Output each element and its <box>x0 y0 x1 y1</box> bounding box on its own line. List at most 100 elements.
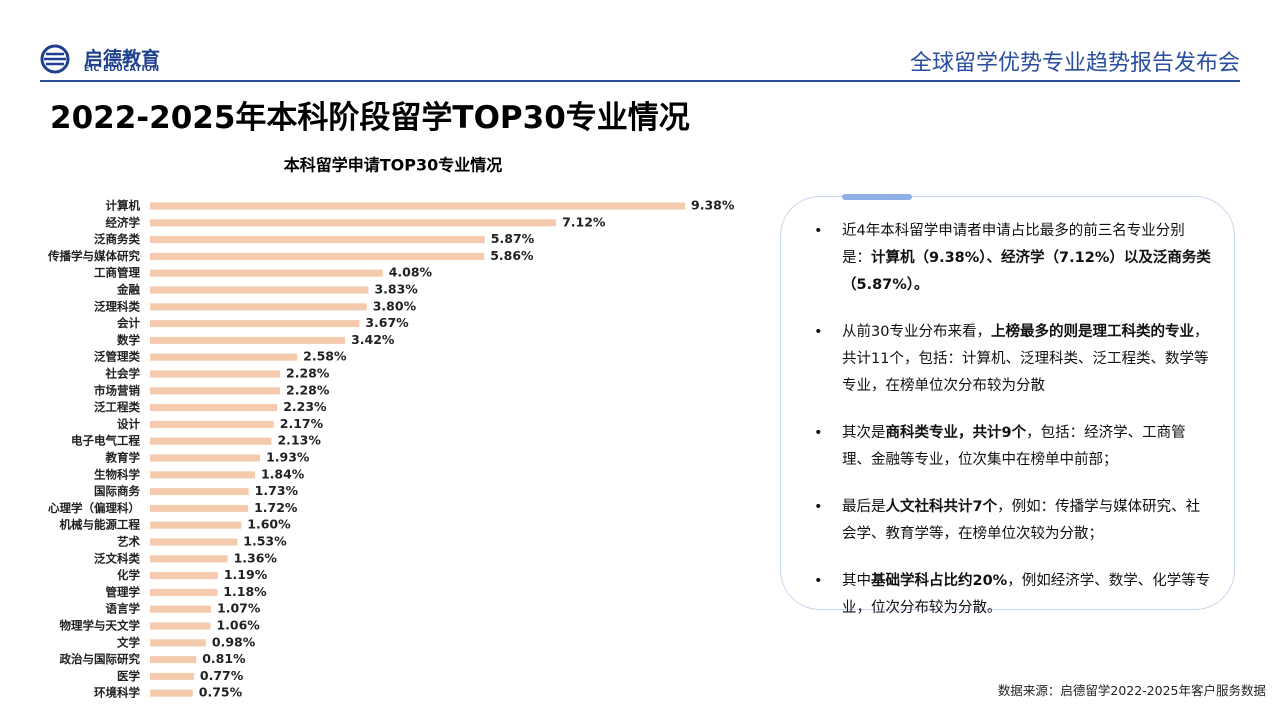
category-label: 传播学与媒体研究 <box>47 249 140 263</box>
value-label: 0.81% <box>202 651 246 666</box>
bar <box>150 454 261 462</box>
value-label: 2.58% <box>303 349 347 364</box>
bar <box>150 672 194 680</box>
category-label: 教育学 <box>105 451 141 465</box>
value-label: 2.13% <box>277 433 321 448</box>
bold-text: 人文社科共计7个 <box>885 499 998 515</box>
category-label: 泛商务类 <box>94 232 140 246</box>
category-label: 政治与国际研究 <box>60 652 141 666</box>
logo-subtext: EIC EDUCATION <box>84 64 160 73</box>
bar <box>150 504 249 512</box>
logo-icon <box>40 44 70 74</box>
value-label: 1.84% <box>261 466 305 481</box>
value-label: 2.28% <box>286 366 330 381</box>
bold-text: 商科类专业，共计9个 <box>885 425 1027 441</box>
bar <box>150 387 281 395</box>
category-label: 设计 <box>117 417 140 431</box>
bar <box>150 252 485 260</box>
value-label: 7.12% <box>562 214 606 229</box>
bar <box>150 336 346 344</box>
category-label: 工商管理 <box>94 266 140 280</box>
bullet: 从前30专业分布来看，上榜最多的则是理工科类的专业，共计11个，包括：计算机、泛… <box>812 319 1212 400</box>
bar <box>150 588 218 596</box>
category-label: 化学 <box>117 568 140 582</box>
value-label: 1.72% <box>254 500 298 515</box>
bar <box>150 656 197 664</box>
value-label: 2.17% <box>280 416 324 431</box>
category-label: 电子电气工程 <box>71 434 140 448</box>
text: ，例如：传播学与媒体研究、社会学、教育学等，在榜单位次较为分散； <box>842 499 1201 542</box>
value-label: 2.23% <box>283 399 327 414</box>
bar <box>150 202 685 210</box>
category-label: 文学 <box>117 635 140 649</box>
header-rule <box>40 80 1240 82</box>
value-label: 3.67% <box>365 315 409 330</box>
value-label: 1.06% <box>216 618 260 633</box>
category-label: 生物科学 <box>94 467 140 481</box>
value-label: 1.07% <box>217 601 261 616</box>
bullet: 其次是商科类专业，共计9个，包括：经济学、工商管理、金融等专业，位次集中在榜单中… <box>812 420 1212 474</box>
category-label: 经济学 <box>106 215 141 229</box>
value-label: 1.60% <box>247 517 291 532</box>
slide-title: 2022-2025年本科阶段留学TOP30专业情况 <box>50 100 690 136</box>
bar <box>150 555 228 563</box>
text: 其中 <box>842 573 871 589</box>
value-label: 4.08% <box>389 265 433 280</box>
value-label: 1.36% <box>234 550 278 565</box>
category-label: 数学 <box>117 333 140 347</box>
category-label: 医学 <box>117 669 140 683</box>
bar <box>150 236 485 244</box>
category-label: 心理学（偏理科） <box>48 501 140 515</box>
value-label: 1.53% <box>243 534 287 549</box>
category-label: 市场营销 <box>94 383 140 397</box>
category-label: 国际商务 <box>94 484 140 498</box>
bar <box>150 689 193 697</box>
category-label: 金融 <box>116 283 140 297</box>
category-label: 物理学与天文学 <box>60 619 141 633</box>
value-label: 5.86% <box>490 248 534 263</box>
value-label: 5.87% <box>491 231 535 246</box>
bar <box>150 420 274 428</box>
category-label: 环境科学 <box>94 686 140 700</box>
value-label: 1.19% <box>224 567 268 582</box>
bullet: 最后是人文社科共计7个，例如：传播学与媒体研究、社会学、教育学等，在榜单位次较为… <box>812 494 1212 548</box>
text: ，例如经济学、数学、化学等专业，位次分布较为分散。 <box>842 573 1211 616</box>
value-label: 1.18% <box>223 584 267 599</box>
panel-tab <box>842 194 912 200</box>
value-label: 3.83% <box>374 282 418 297</box>
category-label: 机械与能源工程 <box>60 518 141 532</box>
text: 从前30专业分布来看， <box>842 324 991 340</box>
category-label: 泛管理类 <box>94 350 140 364</box>
value-label: 1.93% <box>266 450 310 465</box>
source-note: 数据来源：启德留学2022-2025年客户服务数据 <box>997 683 1266 698</box>
category-label: 泛理科类 <box>94 299 140 313</box>
bar <box>150 622 211 630</box>
bar <box>150 605 212 613</box>
chart-title: 本科留学申请TOP30专业情况 <box>284 156 503 175</box>
value-label: 2.28% <box>286 382 330 397</box>
bar <box>150 488 249 496</box>
bar <box>150 286 369 294</box>
header-title: 全球留学优势专业趋势报告发布会 <box>909 51 1240 76</box>
category-label: 社会学 <box>105 367 141 381</box>
bar <box>150 538 238 546</box>
category-label: 管理学 <box>106 585 141 599</box>
bar <box>150 639 206 647</box>
bold-text: 基础学科占比约20% <box>871 573 1008 589</box>
bar <box>150 437 272 445</box>
value-label: 9.38% <box>691 198 735 213</box>
bar <box>150 269 383 277</box>
bold-text: 计算机（9.38%）、经济学（7.12%）以及泛商务类（5.87%）。 <box>842 250 1211 293</box>
bar <box>150 320 360 328</box>
text: 近4年本科留学申请者申请占比最多的前三名专业分别是： <box>842 223 1185 266</box>
value-label: 0.77% <box>200 668 244 683</box>
bar <box>150 303 367 311</box>
text: ，共计11个，包括：计算机、泛理科类、泛工程类、数学等专业，在榜单位次分布较为分… <box>842 324 1209 394</box>
category-label: 泛工程类 <box>94 400 140 414</box>
text: 其次是 <box>842 425 886 441</box>
bullet: 近4年本科留学申请者申请占比最多的前三名专业分别是：计算机（9.38%）、经济学… <box>812 218 1212 299</box>
bar <box>150 572 218 580</box>
category-label: 会计 <box>116 316 140 330</box>
value-label: 0.75% <box>199 685 243 700</box>
